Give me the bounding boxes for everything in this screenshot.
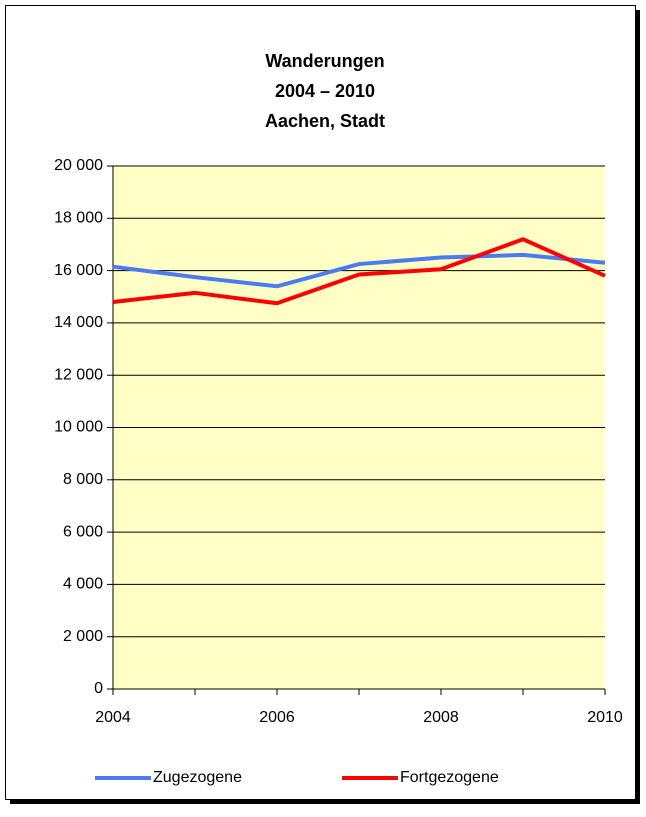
chart-title: Aachen, Stadt <box>265 111 385 131</box>
y-tick-label: 16 000 <box>54 262 103 279</box>
x-tick-label: 2008 <box>423 709 459 726</box>
chart-title: Wanderungen <box>265 51 384 71</box>
x-tick-label: 2010 <box>587 709 623 726</box>
y-tick-label: 2 000 <box>63 628 103 645</box>
legend-label: Zugezogene <box>153 769 242 786</box>
y-tick-label: 12 000 <box>54 366 103 383</box>
y-tick-label: 8 000 <box>63 471 103 488</box>
y-tick-label: 10 000 <box>54 419 103 436</box>
x-tick-label: 2006 <box>259 709 295 726</box>
series-line <box>112 237 606 306</box>
y-tick-label: 4 000 <box>63 576 103 593</box>
chart-title: 2004 – 2010 <box>275 81 375 101</box>
y-tick-label: 0 <box>94 680 103 697</box>
x-tick-label: 2004 <box>95 709 131 726</box>
y-tick-label: 18 000 <box>54 210 103 227</box>
series-line <box>112 252 606 289</box>
y-tick-label: 14 000 <box>54 314 103 331</box>
y-tick-label: 20 000 <box>54 157 103 174</box>
y-tick-label: 6 000 <box>63 523 103 540</box>
legend-label: Fortgezogene <box>400 769 499 786</box>
